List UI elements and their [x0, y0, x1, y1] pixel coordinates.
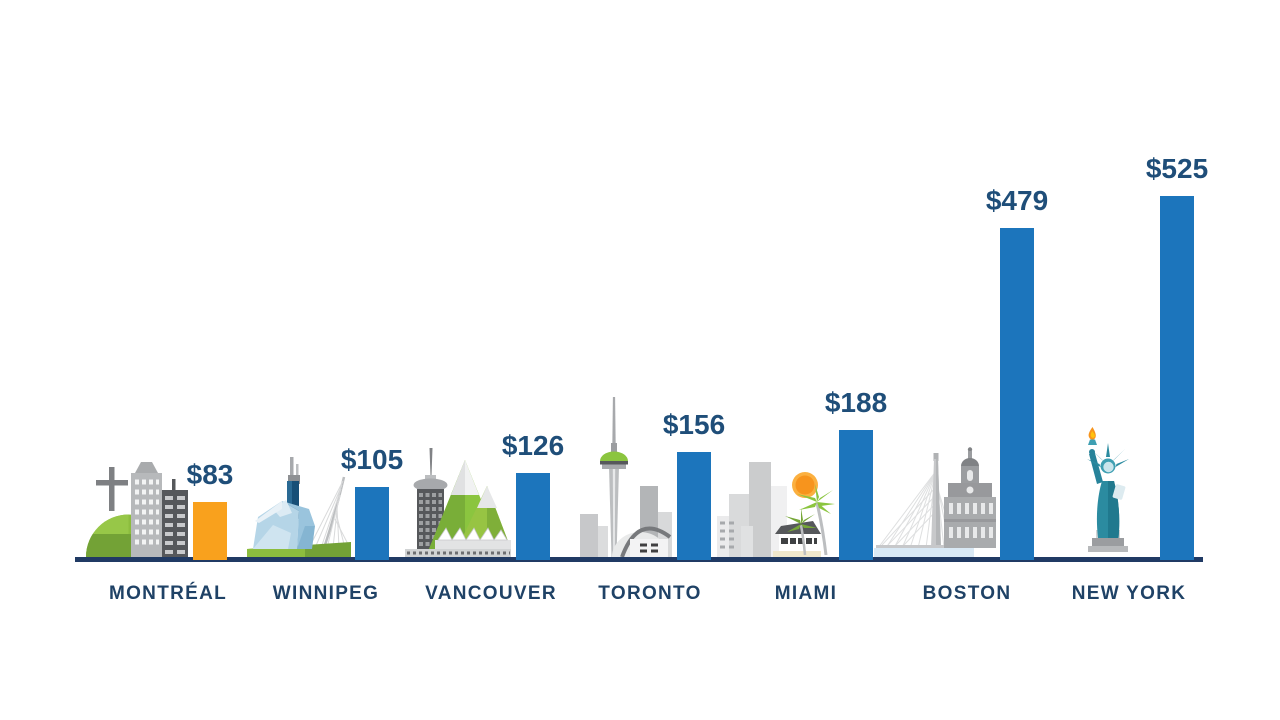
- price-value-label: $525: [1145, 153, 1209, 184]
- new-york-statue-of-liberty-icon: [1076, 426, 1140, 557]
- winnipeg-museum-bridge-icon: [247, 455, 351, 557]
- price-value-label: $83: [186, 459, 234, 490]
- price-bar: [677, 452, 711, 560]
- boston-zakim-bridge-faneuil-hall-icon: [874, 445, 996, 557]
- price-bar: [1160, 196, 1194, 560]
- city-name-label: BOSTON: [922, 583, 1012, 604]
- toronto-cn-tower-icon: [580, 397, 672, 557]
- price-bar: [193, 502, 227, 560]
- city-name-label: MIAMI: [774, 583, 838, 604]
- price-value-label: $126: [501, 430, 565, 461]
- price-value-label: $105: [340, 444, 404, 475]
- price-value-label: $188: [824, 387, 888, 418]
- montreal-mount-royal-skyline-icon: [85, 457, 189, 557]
- vancouver-mountains-skyline-icon: [405, 444, 511, 557]
- miami-beach-skyline-icon: [717, 452, 835, 557]
- price-value-label: $156: [662, 409, 726, 440]
- city-name-label: TORONTO: [598, 583, 702, 604]
- price-bar: [355, 487, 389, 560]
- city-name-label: MONTRÉAL: [108, 583, 228, 604]
- price-bar: [839, 430, 873, 560]
- baseline-axis: [75, 557, 1203, 562]
- city-name-label: NEW YORK: [1071, 583, 1187, 604]
- city-name-label: VANCOUVER: [425, 583, 557, 604]
- price-value-label: $479: [985, 185, 1049, 216]
- price-bar: [516, 473, 550, 560]
- price-bar: [1000, 228, 1034, 560]
- city-name-label: WINNIPEG: [272, 583, 380, 604]
